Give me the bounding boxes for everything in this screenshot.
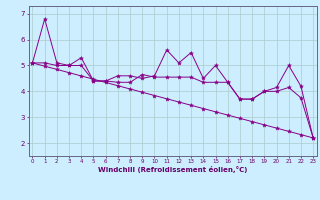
X-axis label: Windchill (Refroidissement éolien,°C): Windchill (Refroidissement éolien,°C) (98, 166, 247, 173)
